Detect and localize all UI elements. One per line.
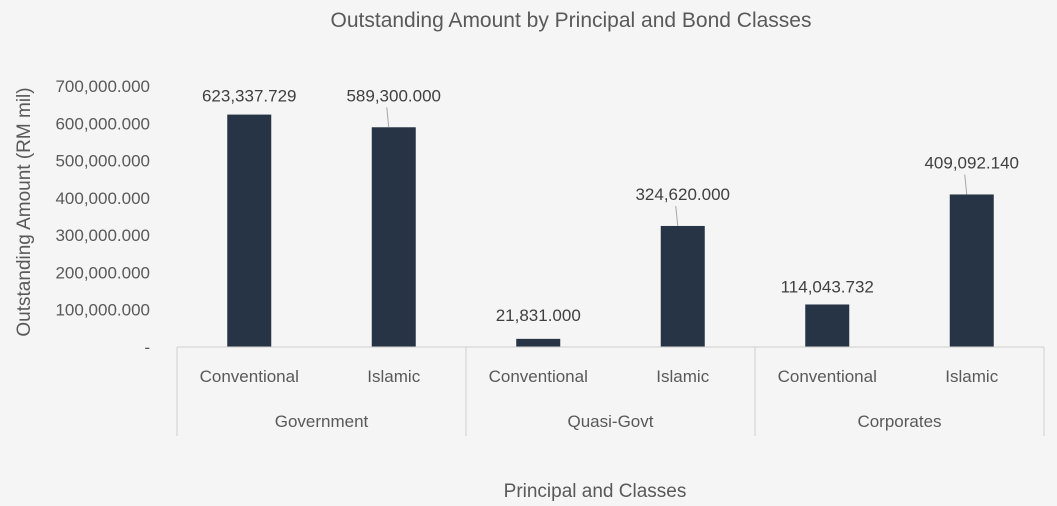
y-axis: - 100,000.000 200,000.000 300,000.000 400,00… <box>55 77 150 357</box>
data-label: 409,092.140 <box>924 153 1019 172</box>
group-label: Corporates <box>857 412 941 431</box>
data-label: 324,620.000 <box>635 185 730 204</box>
x-tick-label: Conventional <box>778 367 877 386</box>
x-tick-label: Conventional <box>200 367 299 386</box>
data-label: 589,300.000 <box>346 86 441 105</box>
y-tick-label: 100,000.000 <box>55 301 150 320</box>
y-tick-label: - <box>144 338 150 357</box>
y-tick-label: 500,000.000 <box>55 152 150 171</box>
bar <box>949 194 994 347</box>
y-tick-label: 700,000.000 <box>55 77 150 96</box>
y-tick-label: 600,000.000 <box>55 114 150 133</box>
bar <box>805 304 850 347</box>
y-axis-label: Outstanding Amount (RM mil) <box>14 87 35 336</box>
group-label: Quasi-Govt <box>568 412 654 431</box>
data-label: 623,337.729 <box>202 87 297 106</box>
x-tick-label: Islamic <box>367 367 420 386</box>
chart-title: Outstanding Amount by Principal and Bond… <box>331 9 812 32</box>
bars: 623,337.729 589,300.000 21,831.000 324,620.… <box>202 86 1019 347</box>
data-label-leader <box>675 205 679 227</box>
data-label: 21,831.000 <box>496 306 581 325</box>
y-tick-label: 200,000.000 <box>55 263 150 282</box>
x-axis: Conventional Islamic Government Conventiona… <box>176 346 1045 436</box>
data-label-leader <box>386 107 390 128</box>
bar <box>660 225 705 347</box>
y-tick-label: 400,000.000 <box>55 189 150 208</box>
x-tick-label: Islamic <box>656 367 709 386</box>
bar <box>516 338 561 347</box>
bar <box>371 127 416 347</box>
data-label: 114,043.732 <box>781 277 874 296</box>
bar <box>227 114 272 347</box>
y-tick-label: 300,000.000 <box>55 226 150 245</box>
group-label: Government <box>275 412 369 431</box>
x-axis-label: Principal and Classes <box>504 481 687 502</box>
data-label-leader <box>964 174 968 195</box>
x-tick-label: Islamic <box>945 367 998 386</box>
x-tick-label: Conventional <box>489 367 588 386</box>
